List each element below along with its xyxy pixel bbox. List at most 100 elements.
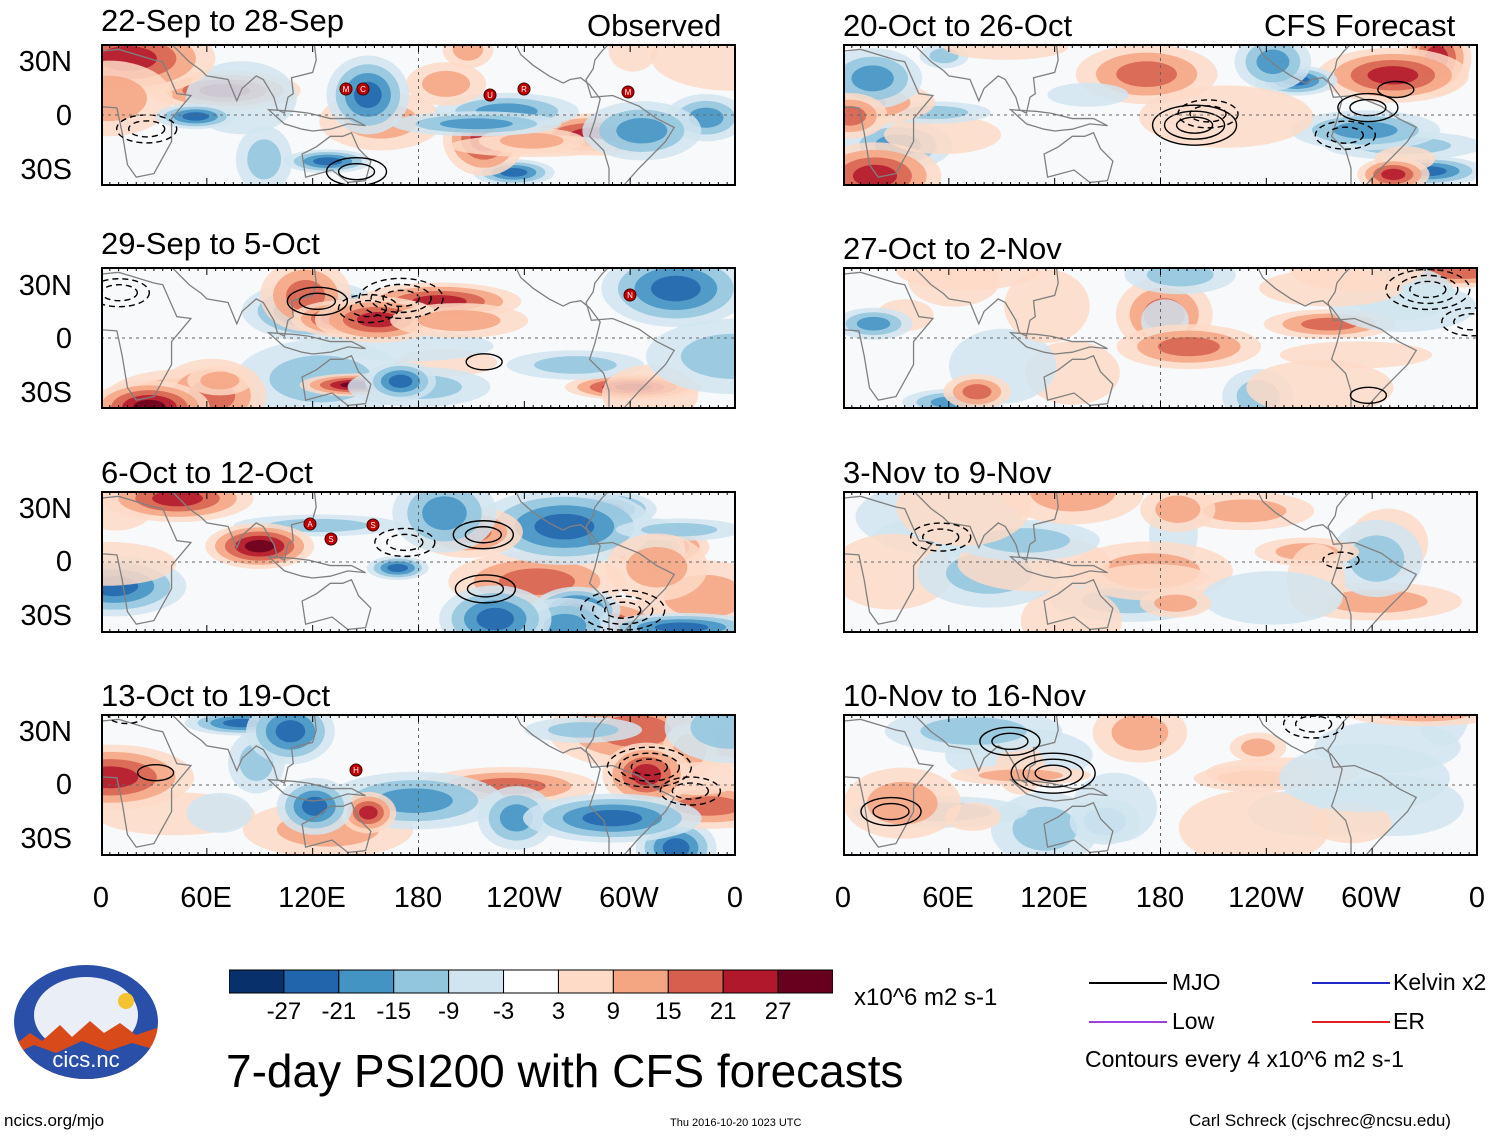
anomaly-blob xyxy=(896,491,1032,546)
anomaly-blob xyxy=(608,44,658,72)
colorbar-swatch xyxy=(557,969,614,994)
mjo-contour xyxy=(1409,280,1447,299)
mjo-contour xyxy=(604,601,642,619)
coastline xyxy=(514,714,676,856)
lat-tick-0-1: 0 xyxy=(55,100,72,132)
coastline xyxy=(1043,354,1114,407)
anomaly-blob xyxy=(1279,341,1433,369)
map-panel-fcst-1 xyxy=(843,44,1478,186)
anomaly-blob xyxy=(1020,587,1122,633)
anomaly-blob xyxy=(152,491,203,507)
mjo-contour xyxy=(465,353,503,371)
colorbar-swatch xyxy=(612,969,669,994)
mjo-contour xyxy=(382,289,420,308)
cics-logo: cics.nc xyxy=(14,965,158,1079)
anomaly-blob xyxy=(101,541,177,586)
colorbar-tick-label: 3 xyxy=(551,998,566,1025)
coastline xyxy=(101,495,193,625)
mjo-contour xyxy=(1022,758,1084,788)
anomaly-blob xyxy=(1004,269,1090,343)
lat-tick-30s-3: 30S xyxy=(20,600,72,632)
main-title: 7-day PSI200 with CFS forecasts xyxy=(226,1045,904,1097)
lon-tick-left-180: 180 xyxy=(393,882,443,914)
mjo-contour xyxy=(630,758,669,776)
mjo-contour xyxy=(872,802,910,821)
anomaly-blob xyxy=(1047,82,1129,107)
colorbar-swatch xyxy=(283,969,340,994)
colorbar-swatch xyxy=(448,969,505,994)
anomaly-blob xyxy=(301,796,328,816)
coastline xyxy=(170,44,317,115)
panel-title-obs-3: 6-Oct to 12-Oct xyxy=(101,455,313,490)
mjo-contour xyxy=(358,277,444,320)
anomaly-blob xyxy=(690,714,736,749)
mjo-contour xyxy=(910,522,972,552)
coastline xyxy=(912,44,1059,115)
coastline xyxy=(843,718,935,848)
anomaly-blob xyxy=(101,75,147,122)
map-panel-obs-4: H xyxy=(101,714,736,856)
storm-marker: M xyxy=(339,82,353,96)
mjo-contour xyxy=(592,595,654,625)
colorbar-tick-label: 15 xyxy=(654,998,682,1025)
panel-frame xyxy=(101,491,736,633)
legend-line-low xyxy=(1089,1021,1167,1023)
coastline xyxy=(266,778,366,802)
mjo-contour xyxy=(1326,126,1365,144)
storm-letter: A xyxy=(307,520,313,529)
footer-url[interactable]: ncics.org/mjo xyxy=(4,1111,105,1130)
colorbar-tick-label: -27 xyxy=(266,998,302,1025)
mjo-contour xyxy=(349,299,388,318)
colorbar-swatch xyxy=(393,969,450,994)
lat-tick-30n-2: 30N xyxy=(18,270,72,302)
anomaly-blob xyxy=(417,310,501,332)
mjo-contour xyxy=(464,526,503,544)
lon-tick-left-60w: 60W xyxy=(599,882,659,914)
anomaly-blob xyxy=(616,118,668,144)
lon-tick-left-60e: 60E xyxy=(180,882,232,914)
colorbar xyxy=(229,969,833,994)
mjo-contour xyxy=(1453,313,1478,331)
anomaly-blob xyxy=(452,44,484,61)
lon-tick-right-60w: 60W xyxy=(1341,882,1401,914)
mjo-contour xyxy=(860,796,922,827)
anomaly-blob xyxy=(101,766,139,789)
anomaly-blob xyxy=(843,106,867,126)
map-panel-fcst-2 xyxy=(843,267,1478,409)
panel-title-obs-4: 13-Oct to 19-Oct xyxy=(101,678,331,713)
anomaly-blob xyxy=(1241,738,1275,757)
mjo-contour xyxy=(580,589,666,631)
coastline xyxy=(1008,331,1108,355)
mjo-contour xyxy=(337,162,376,181)
mjo-contour xyxy=(101,278,150,308)
panel-title-fcst-3: 3-Nov to 9-Nov xyxy=(843,455,1052,490)
lat-tick-30s-2: 30S xyxy=(20,377,72,409)
anomaly-blob xyxy=(439,118,513,130)
map-panel-obs-1: M CUR M xyxy=(101,44,736,186)
legend-label-low: Low xyxy=(1172,1008,1215,1034)
coastline xyxy=(843,48,935,178)
colorbar-tick-label: 27 xyxy=(764,998,792,1025)
storm-letter: R xyxy=(521,85,527,94)
mjo-contour xyxy=(1385,268,1471,311)
panel-frame xyxy=(843,267,1478,409)
mjo-contour xyxy=(991,732,1029,751)
anomaly-blob xyxy=(1029,491,1116,512)
mjo-contour xyxy=(128,120,166,138)
legend-line-mjo xyxy=(1089,982,1167,984)
anomaly-blob xyxy=(422,496,467,531)
mjo-contour xyxy=(370,283,432,314)
anomaly-blob xyxy=(543,613,587,633)
anomaly-blob xyxy=(1324,589,1428,613)
anomaly-blob xyxy=(182,112,210,121)
map-panel-obs-2: N xyxy=(101,267,736,409)
panel-title-fcst-1: 20-Oct to 26-Oct xyxy=(843,8,1073,43)
colorbar-tick-label: -15 xyxy=(376,998,412,1025)
mjo-contour xyxy=(1294,715,1333,733)
lon-tick-right-0: 0 xyxy=(834,882,852,914)
anomaly-blob xyxy=(200,371,240,390)
legend-line-kelvin xyxy=(1312,982,1390,984)
coastline xyxy=(170,267,317,338)
legend-label-er: ER xyxy=(1393,1008,1425,1034)
panel-frame xyxy=(101,44,736,186)
